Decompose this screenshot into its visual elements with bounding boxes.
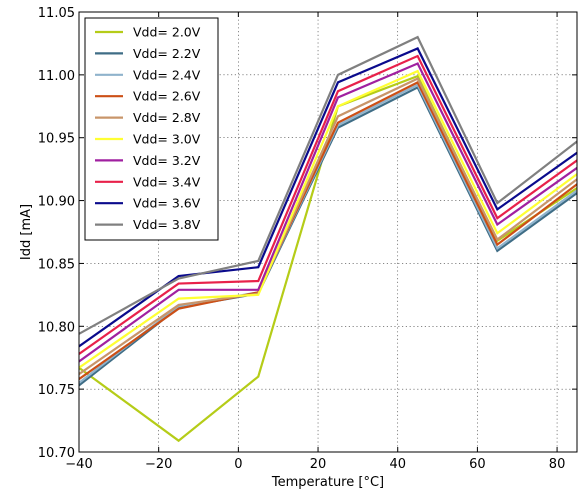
legend-label-9: Vdd= 3.8V: [133, 217, 201, 232]
y-tick-label: 10.70: [38, 446, 75, 461]
series-line-3: [79, 80, 577, 380]
y-tick-label: 10.85: [38, 257, 75, 272]
legend-label-0: Vdd= 2.0V: [133, 25, 201, 40]
legend-label-2: Vdd= 2.4V: [133, 67, 201, 82]
legend-label-7: Vdd= 3.4V: [133, 174, 201, 189]
y-axis-label: Idd [mA]: [19, 204, 34, 260]
series-line-6: [79, 62, 577, 363]
x-tick-label: −20: [145, 457, 172, 472]
y-tick-label: 10.90: [38, 195, 75, 210]
x-tick-label: −40: [65, 457, 92, 472]
series-line-4: [79, 77, 577, 375]
plot-area-frame: [78, 11, 578, 453]
x-tick-label: 60: [469, 457, 486, 472]
y-tick-label: 10.75: [38, 383, 75, 398]
x-tick-label: 0: [234, 457, 242, 472]
series-line-5: [79, 69, 577, 369]
legend-label-6: Vdd= 3.2V: [133, 153, 201, 168]
series-line-9: [79, 35, 577, 335]
y-tick-label: 10.95: [38, 132, 75, 147]
legend-label-3: Vdd= 2.6V: [133, 89, 201, 104]
y-tick-label: 11.05: [38, 6, 75, 21]
x-tick-label: 80: [549, 457, 566, 472]
y-tick-label: 11.00: [38, 69, 75, 84]
series-line-8: [79, 47, 577, 348]
legend-label-4: Vdd= 2.8V: [133, 110, 201, 125]
x-tick-label: 20: [310, 457, 327, 472]
y-tick-label: 10.80: [38, 320, 75, 335]
legend-label-5: Vdd= 3.0V: [133, 132, 201, 147]
axis-ticks: −40 −20 0 20 40 60 80 10.70 10.75 10.80 10.85 10.90…: [38, 6, 577, 472]
legend: Vdd= 2.0V Vdd= 2.2V Vdd= 2.4V Vdd= 2.6V Vdd=…: [84, 17, 219, 241]
x-tick-label: 40: [389, 457, 406, 472]
x-axis-label: Temperature [°C]: [271, 475, 384, 490]
series-line-7: [79, 54, 577, 355]
legend-label-1: Vdd= 2.2V: [133, 46, 201, 61]
legend-label-8: Vdd= 3.6V: [133, 196, 201, 211]
series-lines: [79, 35, 577, 443]
